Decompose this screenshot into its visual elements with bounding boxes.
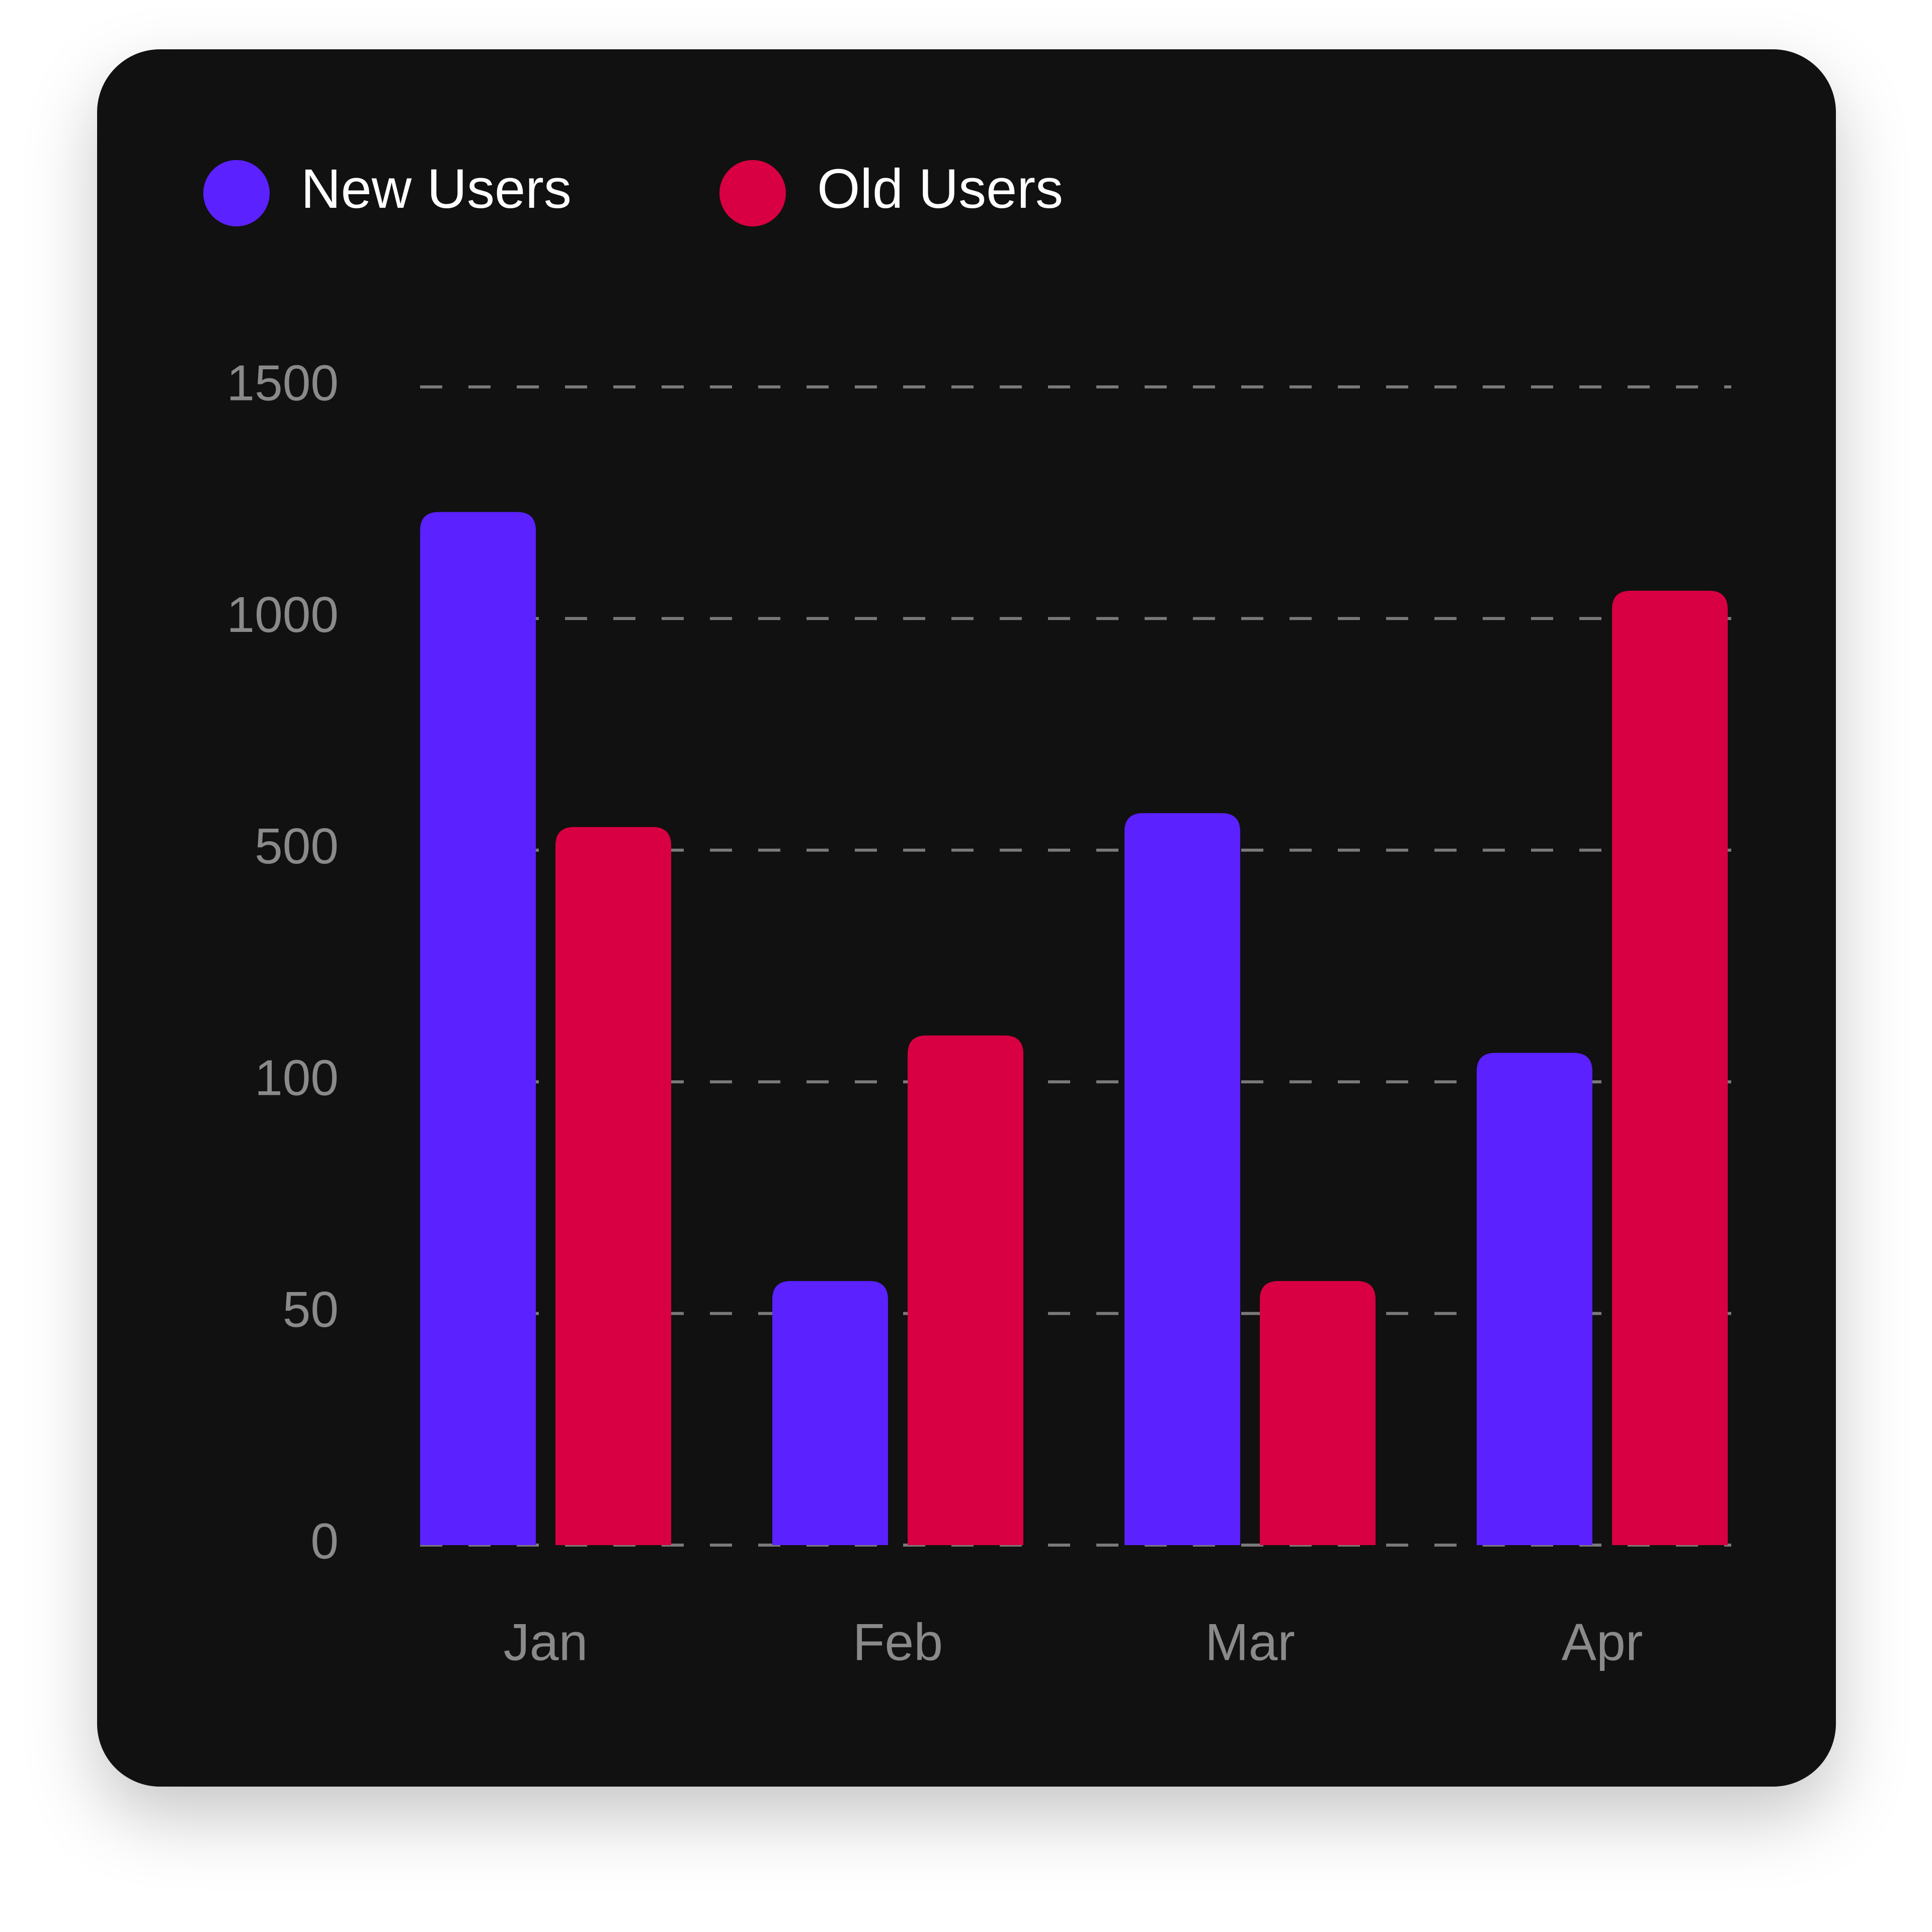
bar [555,827,671,1545]
y-tick-label: 1000 [227,587,339,643]
legend-label: Old Users [817,158,1063,220]
x-tick-label: Apr [1562,1613,1643,1671]
bar [1477,1053,1592,1545]
x-tick-label: Jan [504,1613,588,1671]
x-tick-label: Feb [853,1613,943,1671]
bar [1124,813,1240,1545]
y-tick-label: 50 [283,1281,339,1338]
y-tick-label: 0 [310,1513,339,1569]
bar [908,1035,1023,1545]
x-tick-label: Mar [1205,1613,1295,1671]
y-tick-label: 100 [255,1050,339,1106]
bar [1612,591,1728,1545]
plot: New Users Old Users 0 50 100 500 1000 1500 Jan Fe… [203,158,1731,1671]
legend-marker [203,160,270,226]
y-tick-label: 1500 [227,355,339,411]
y-tick-label: 500 [255,818,339,874]
legend-label: New Users [301,158,572,220]
legend-marker [719,160,786,226]
bar [1260,1281,1376,1545]
bar [772,1281,888,1545]
bar [420,512,536,1546]
